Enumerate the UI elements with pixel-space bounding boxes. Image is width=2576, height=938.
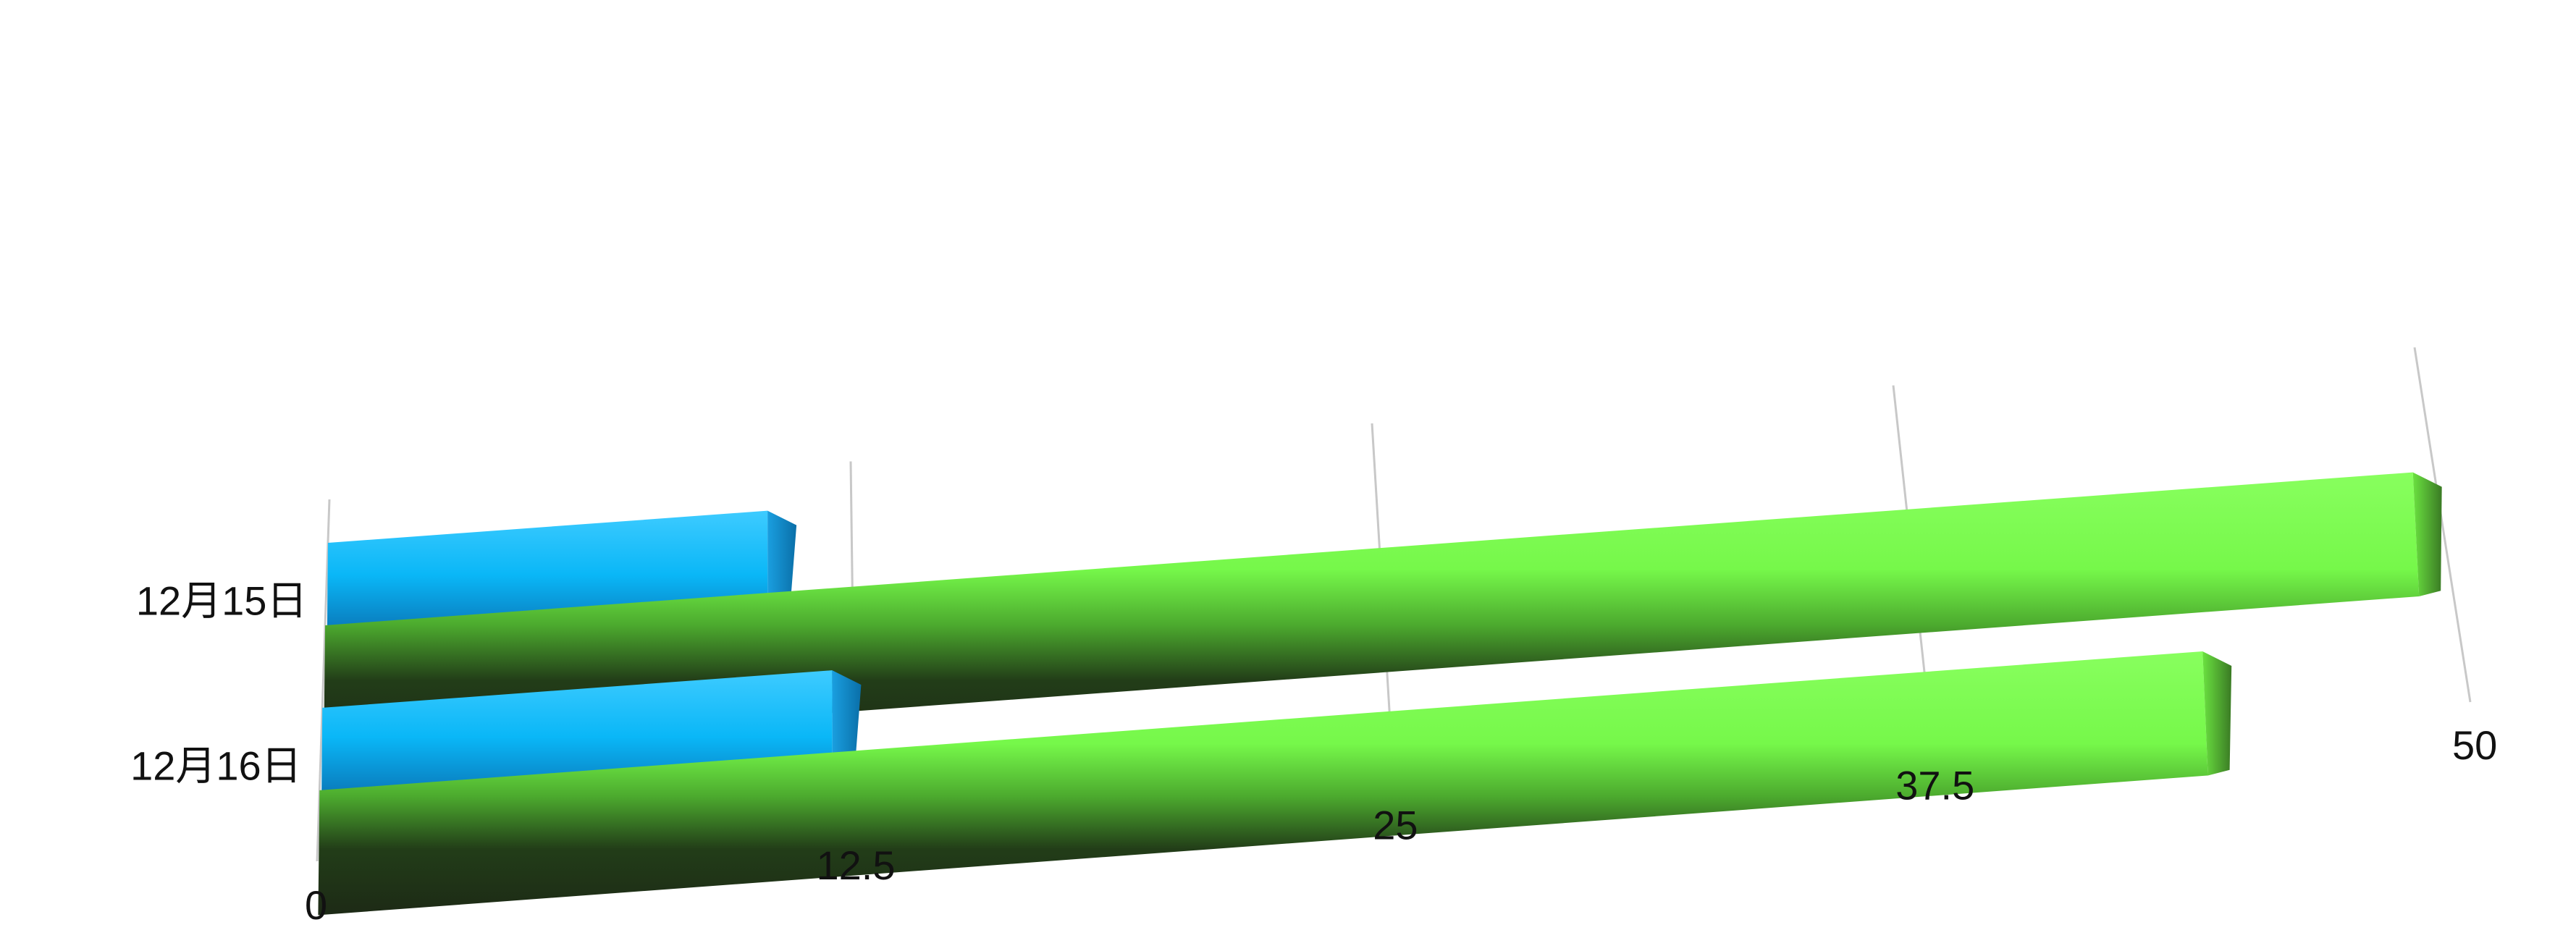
gridline — [316, 499, 331, 862]
x-tick-label: 0 — [305, 882, 327, 928]
bar-cap — [2202, 651, 2232, 776]
x-tick-label: 12.5 — [817, 842, 896, 888]
gridline — [2413, 347, 2472, 703]
x-tick-label: 50 — [2452, 722, 2497, 768]
x-tick-label: 25 — [1373, 803, 1418, 848]
category-label: 12月16日 — [130, 743, 302, 789]
labels: 0 12.5 25 37.5 50 12月15日 12月16日 — [130, 578, 2497, 928]
bar — [318, 651, 2208, 916]
bar-cap — [2412, 472, 2442, 596]
bars — [318, 472, 2442, 916]
x-tick-label: 37.5 — [1895, 762, 1974, 808]
category-label: 12月15日 — [136, 578, 308, 624]
